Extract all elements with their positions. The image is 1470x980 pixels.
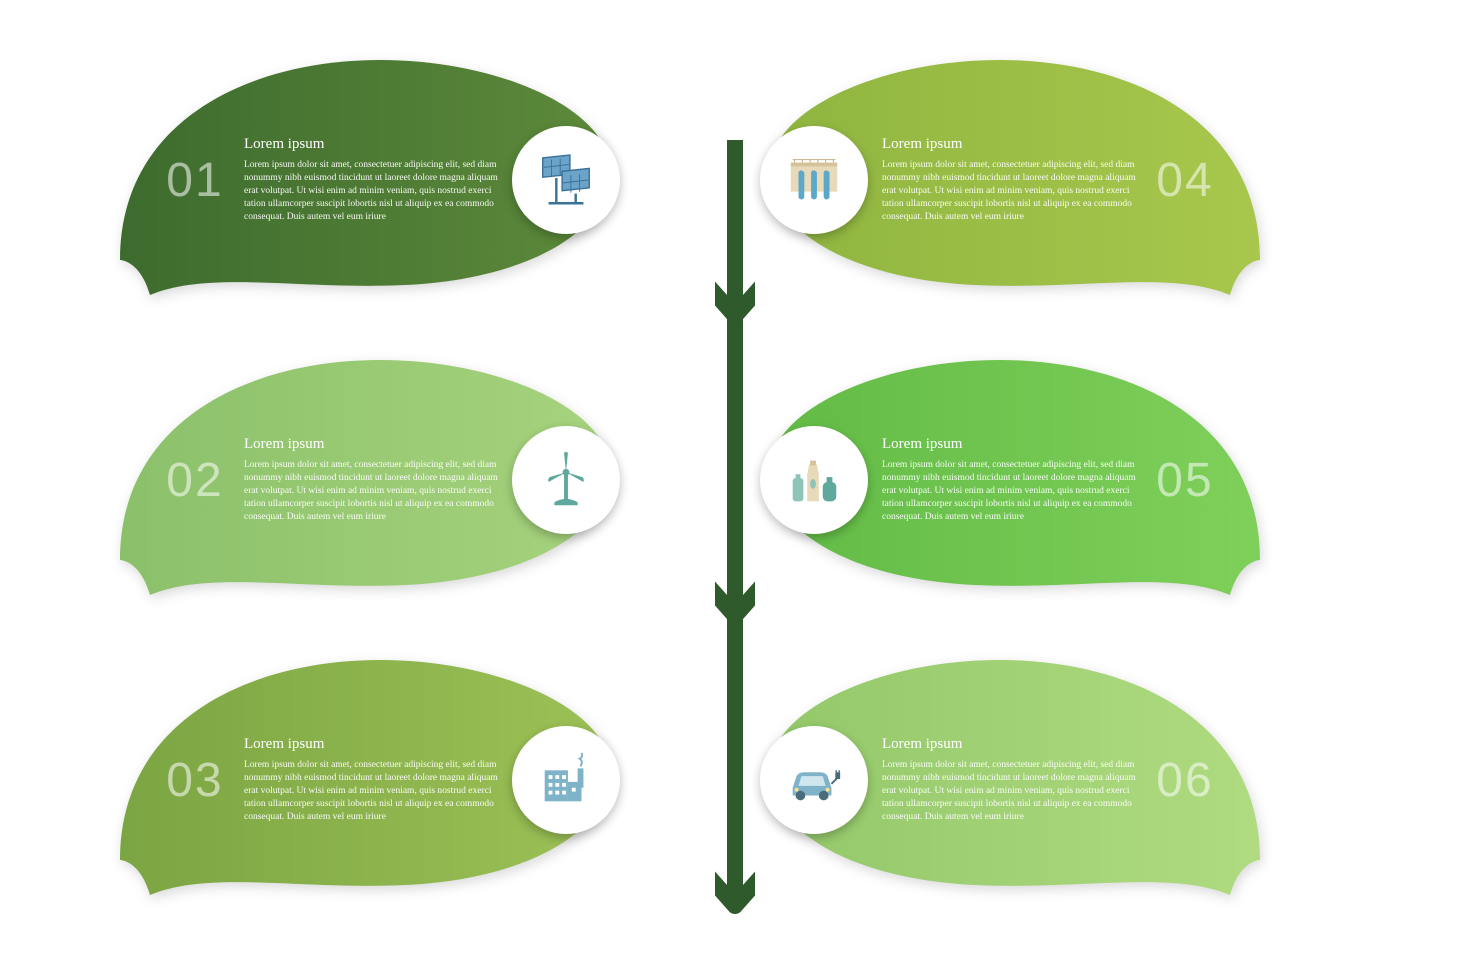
- icon-circle: [512, 726, 620, 834]
- bottles-icon: [783, 449, 845, 511]
- leaf-03: 03 Lorem ipsum Lorem ipsum dolor sit ame…: [120, 660, 610, 900]
- leaf-body: Lorem ipsum dolor sit amet, consectetuer…: [882, 159, 1136, 223]
- icon-circle: [760, 426, 868, 534]
- leaf-title: Lorem ipsum: [882, 436, 1136, 453]
- leaf-number: 01: [160, 153, 230, 208]
- leaf-number: 03: [160, 753, 230, 808]
- wind-turbine-icon: [535, 449, 597, 511]
- icon-circle: [512, 426, 620, 534]
- leaf-body: Lorem ipsum dolor sit amet, consectetuer…: [244, 159, 498, 223]
- icon-circle: [760, 126, 868, 234]
- central-stem: [715, 140, 755, 920]
- leaf-06: 06 Lorem ipsum Lorem ipsum dolor sit ame…: [770, 660, 1260, 900]
- leaf-title: Lorem ipsum: [244, 136, 498, 153]
- leaf-title: Lorem ipsum: [244, 736, 498, 753]
- leaf-body: Lorem ipsum dolor sit amet, consectetuer…: [882, 759, 1136, 823]
- icon-circle: [512, 126, 620, 234]
- leaf-05: 05 Lorem ipsum Lorem ipsum dolor sit ame…: [770, 360, 1260, 600]
- infographic-container: 01 Lorem ipsum Lorem ipsum dolor sit ame…: [0, 0, 1470, 980]
- leaf-04: 04 Lorem ipsum Lorem ipsum dolor sit ame…: [770, 60, 1260, 300]
- leaf-body: Lorem ipsum dolor sit amet, consectetuer…: [882, 459, 1136, 523]
- leaf-number: 04: [1150, 153, 1220, 208]
- icon-circle: [760, 726, 868, 834]
- leaf-number: 02: [160, 453, 230, 508]
- leaf-body: Lorem ipsum dolor sit amet, consectetuer…: [244, 459, 498, 523]
- factory-icon: [535, 749, 597, 811]
- electric-car-icon: [783, 749, 845, 811]
- leaf-body: Lorem ipsum dolor sit amet, consectetuer…: [244, 759, 498, 823]
- leaf-title: Lorem ipsum: [882, 136, 1136, 153]
- leaf-02: 02 Lorem ipsum Lorem ipsum dolor sit ame…: [120, 360, 610, 600]
- leaf-title: Lorem ipsum: [244, 436, 498, 453]
- leaf-number: 06: [1150, 753, 1220, 808]
- leaf-number: 05: [1150, 453, 1220, 508]
- leaf-title: Lorem ipsum: [882, 736, 1136, 753]
- solar-panel-icon: [535, 149, 597, 211]
- leaf-01: 01 Lorem ipsum Lorem ipsum dolor sit ame…: [120, 60, 610, 300]
- hydro-dam-icon: [783, 149, 845, 211]
